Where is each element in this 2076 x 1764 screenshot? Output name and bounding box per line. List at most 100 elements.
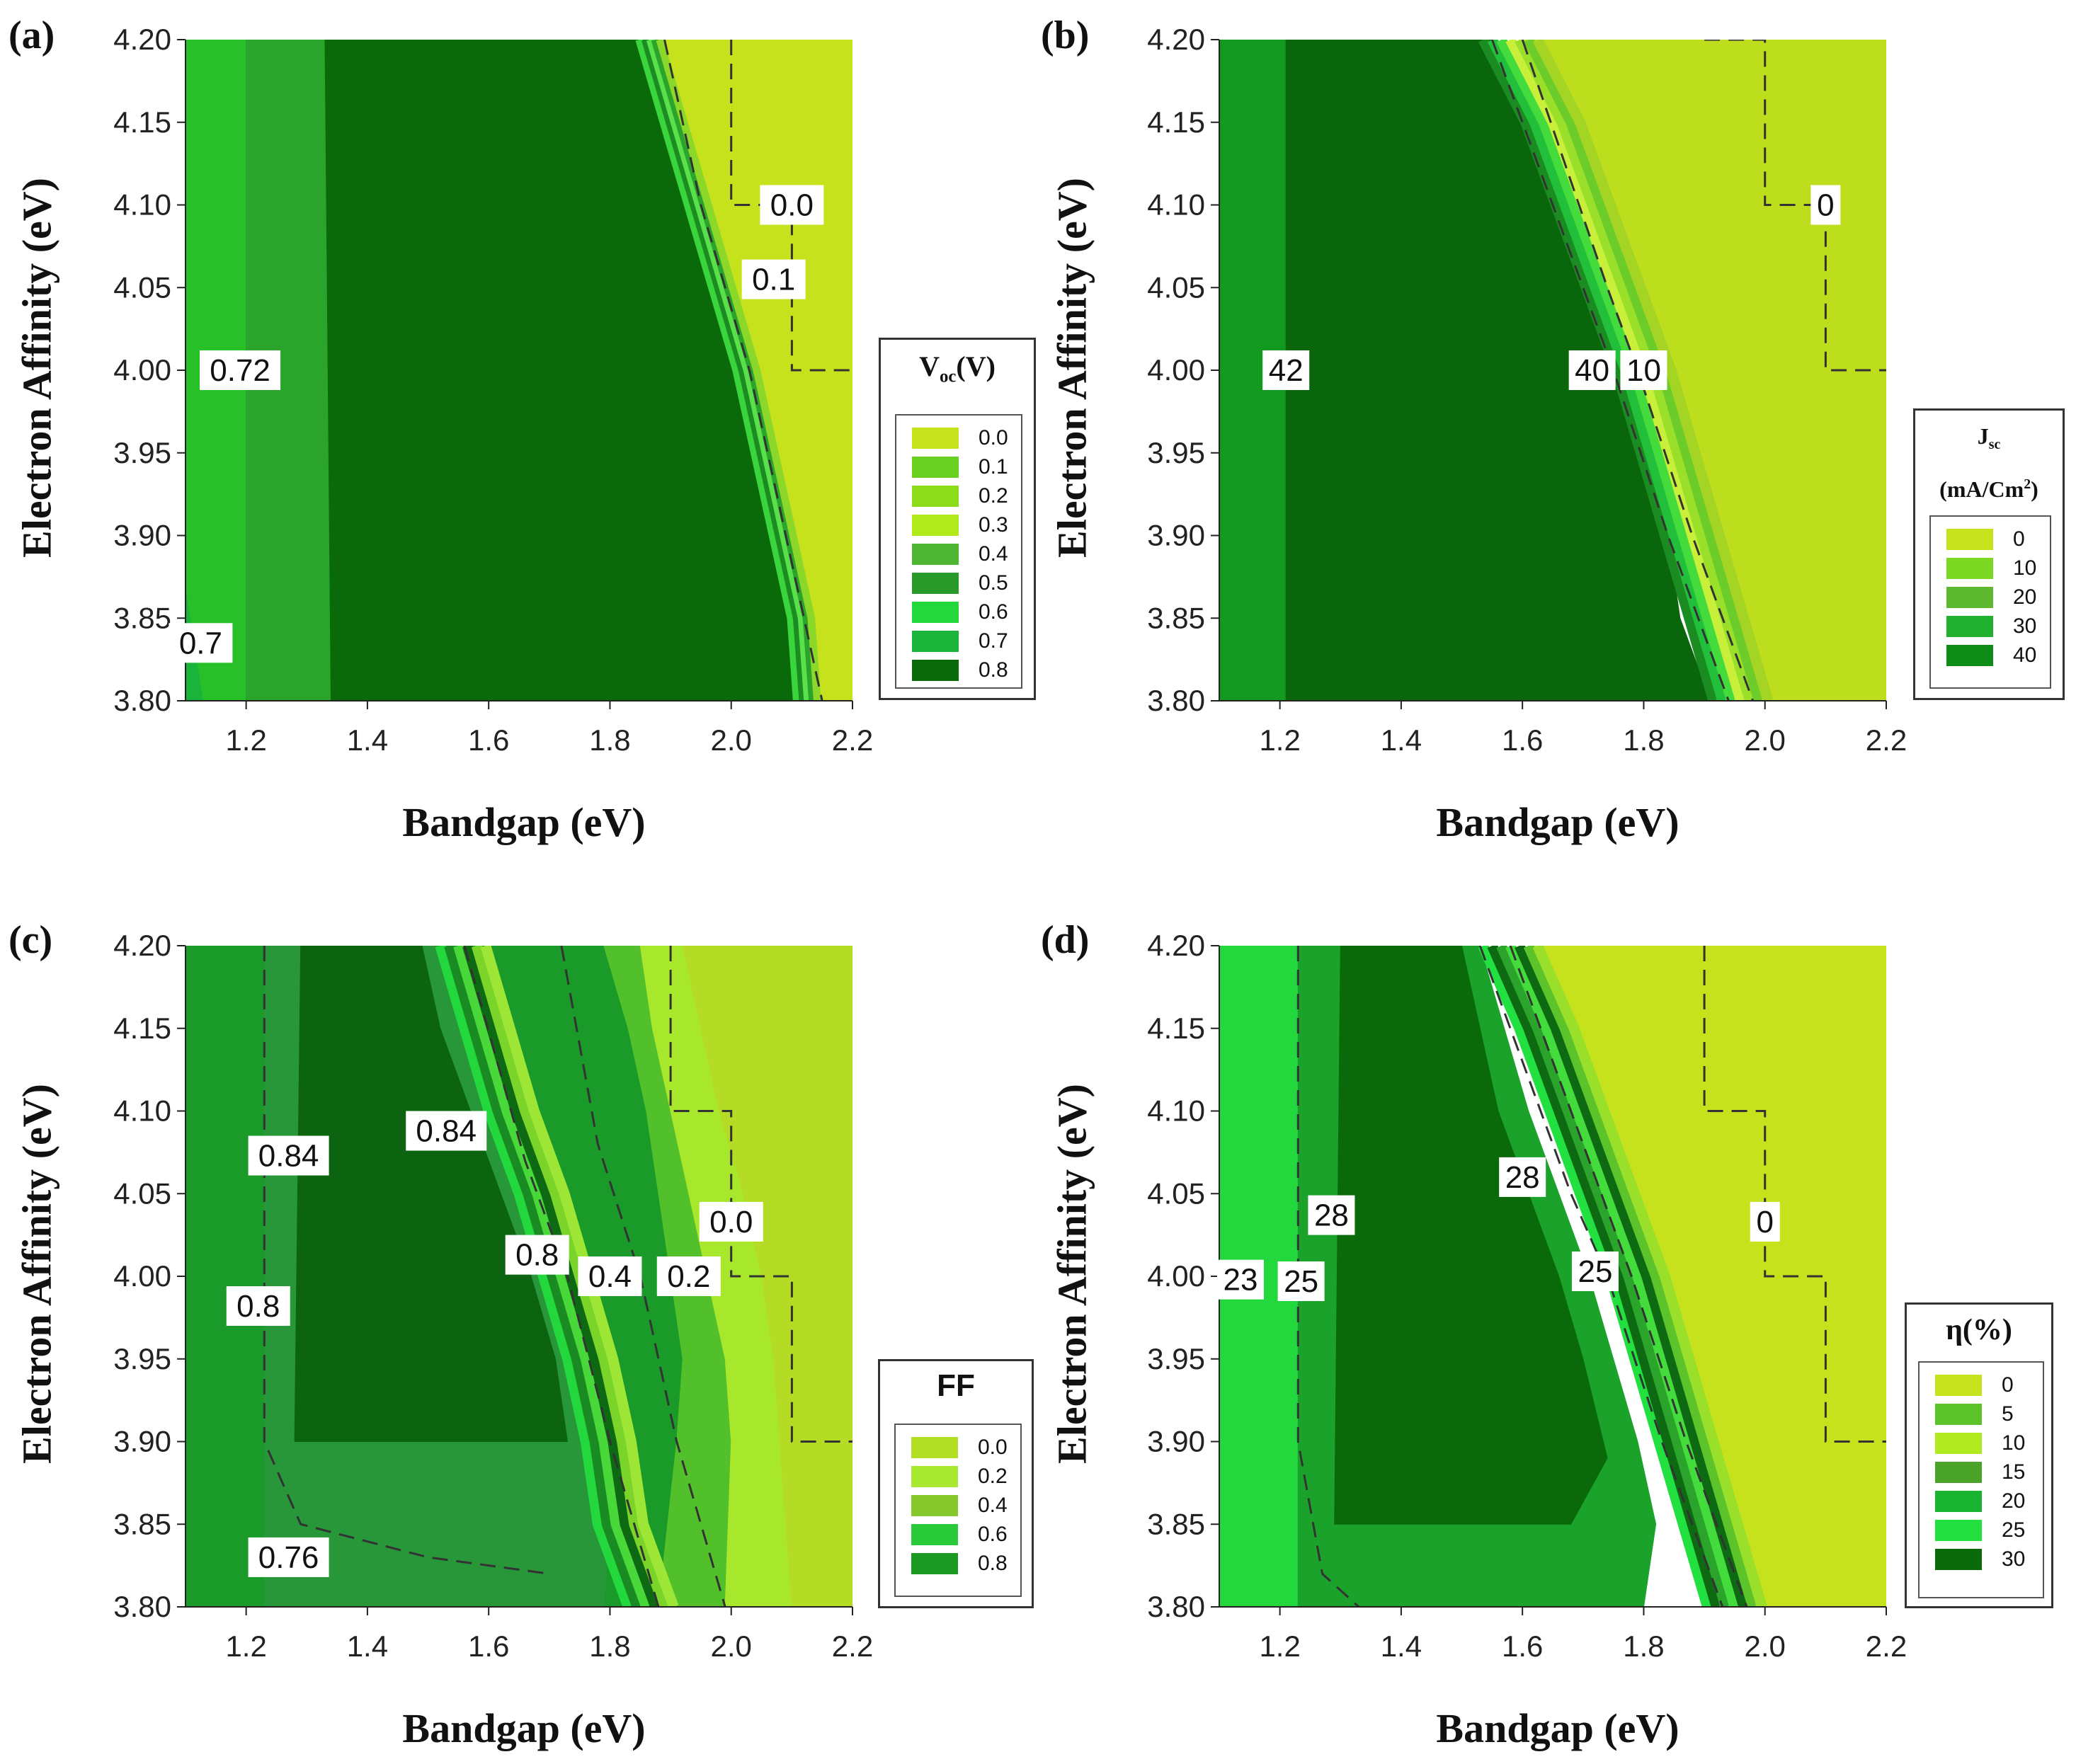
contour-label-box-b-1 (1568, 350, 1616, 390)
contour-label-box-a-3 (741, 259, 806, 299)
colorbar-swatch-a-6 (912, 602, 959, 623)
contour-label-box-c-5 (656, 1256, 721, 1296)
colorbar-swatch-b-3 (1946, 616, 1993, 637)
contour-label-c-2: 0.8 (236, 1289, 280, 1324)
y-tick-label-a-7: 4.15 (113, 105, 171, 139)
contour-label-box-c-6 (699, 1201, 763, 1242)
colorbar-swatch-d-4 (1935, 1491, 1982, 1512)
y-tick-label-a-8: 4.20 (113, 23, 171, 56)
contour-region-ff-0.84 (294, 946, 569, 1442)
contour-label-b-0: 42 (1269, 353, 1304, 388)
plot-area-a (186, 40, 852, 701)
panel-b-colorbar-title: Jsc (mA/Cm2) (1915, 416, 2063, 509)
colorbar-item-d-1: 5 (1935, 1400, 2014, 1428)
contour-label-box-a-2 (760, 185, 824, 225)
contour-band-c-2 (453, 946, 651, 1607)
y-tick-label-c-1: 3.85 (113, 1507, 171, 1540)
colorbar-item-b-0: 0 (1946, 525, 2025, 554)
colorbar-item-d-2: 10 (1935, 1429, 2025, 1457)
contour-band-c-0 (435, 946, 634, 1607)
contour-band-d-5 (1523, 946, 1758, 1607)
y-tick-label-d-2: 3.90 (1147, 1425, 1205, 1458)
x-tick-label-d-0: 1.2 (1259, 1630, 1300, 1663)
eta-title: η(%) (1946, 1314, 2012, 1346)
x-tick-label-b-0: 1.2 (1259, 723, 1300, 757)
plot-area-b (1219, 40, 1886, 701)
contour-labels-a: 0.72 0.7 0.0 0.1 (169, 185, 824, 663)
colorbar-label-c-0: 0.0 (978, 1436, 1008, 1459)
colorbar-item-a-2: 0.2 (912, 482, 1008, 510)
y-tick-label-c-2: 3.90 (113, 1425, 171, 1458)
contour-label-box-b-3 (1810, 185, 1841, 225)
colorbar-swatch-c-4 (911, 1553, 958, 1574)
colorbar-swatch-b-2 (1946, 587, 1993, 608)
colorbar-label-a-0: 0.0 (979, 426, 1008, 449)
y-tick-label-c-0: 3.80 (113, 1590, 171, 1623)
colorbar-item-b-1: 10 (1946, 554, 2036, 583)
y-tick-label-d-3: 3.95 (1147, 1342, 1205, 1375)
panel-b-plot: 1.2 1.4 1.6 1.8 2.0 2.2 3.80 3.85 3.90 3.95 4.00 4.… (1034, 0, 1912, 779)
y-tick-label-b-6: 4.10 (1147, 188, 1205, 222)
jsc-title-sup: 2 (2024, 476, 2031, 492)
y-tick-label-d-4: 4.00 (1147, 1259, 1205, 1293)
contour-label-c-3: 0.8 (515, 1238, 559, 1273)
x-tick-label-c-5: 2.2 (832, 1630, 873, 1663)
contour-label-c-5: 0.2 (667, 1259, 710, 1294)
contour-label-box-c-0 (248, 1135, 329, 1176)
contour-label-box-d-0 (1216, 1259, 1264, 1300)
colorbar-swatch-d-5 (1935, 1520, 1982, 1541)
axes-a: 1.2 1.4 1.6 1.8 2.0 2.2 3.80 3.85 3.90 3.95 4.00 4.… (113, 23, 873, 757)
colorbar-swatch-d-6 (1935, 1549, 1982, 1570)
colorbar-label-b-1: 10 (2013, 556, 2037, 580)
y-tick-label-d-7: 4.15 (1147, 1012, 1205, 1045)
colorbar-label-d-6: 30 (2002, 1547, 2026, 1571)
panel-c-colorbar-box: 0.0 0.2 0.4 0.6 0.8 (894, 1424, 1022, 1597)
jsc-title-main: J (1977, 423, 1989, 449)
contour-label-box-d-5 (1750, 1201, 1780, 1242)
y-tick-label-b-2: 3.90 (1147, 519, 1205, 552)
colorbar-swatch-b-1 (1946, 558, 1993, 579)
x-tick-label-d-1: 1.4 (1381, 1630, 1422, 1663)
x-tick-label-d-3: 1.8 (1623, 1630, 1664, 1663)
contour-line-d-2 (1509, 946, 1748, 1607)
contour-label-box-b-2 (1620, 350, 1667, 390)
x-tick-label-c-3: 1.8 (589, 1630, 630, 1663)
contour-label-d-2: 28 (1314, 1198, 1349, 1233)
colorbar-item-a-0: 0.0 (912, 424, 1008, 452)
colorbar-swatch-d-1 (1935, 1404, 1982, 1425)
contour-band-c-3 (462, 946, 661, 1607)
contour-label-a-3: 0.1 (752, 263, 795, 297)
contour-band-a-0 (635, 40, 801, 701)
colorbar-label-b-3: 30 (2013, 614, 2037, 638)
contour-label-b-2: 10 (1626, 353, 1661, 388)
contour-region-jsc-40 (1219, 40, 1287, 701)
colorbar-label-b-4: 40 (2013, 643, 2037, 667)
colorbar-item-d-6: 30 (1935, 1545, 2025, 1574)
contour-label-d-1: 25 (1284, 1264, 1318, 1299)
y-tick-label-c-6: 4.10 (113, 1094, 171, 1128)
y-tick-label-c-8: 4.20 (113, 929, 171, 962)
y-tick-label-a-3: 3.95 (113, 436, 171, 469)
y-tick-label-b-5: 4.05 (1147, 270, 1205, 304)
x-tick-label-c-4: 2.0 (711, 1630, 752, 1663)
colorbar-swatch-c-0 (911, 1437, 958, 1458)
contour-label-box-d-4 (1571, 1251, 1619, 1291)
contour-label-d-4: 25 (1578, 1254, 1612, 1289)
y-tick-label-c-7: 4.15 (113, 1012, 171, 1045)
jsc-title-end: ) (2031, 476, 2038, 502)
contour-line-c-1 (463, 946, 660, 1607)
panel-c-colorbar: FF 0.0 0.2 0.4 0.6 0.8 (878, 1359, 1034, 1608)
contour-label-c-0: 0.84 (258, 1139, 319, 1174)
colorbar-item-a-1: 0.1 (912, 453, 1008, 481)
colorbar-label-d-0: 0 (2002, 1373, 2014, 1397)
colorbar-item-a-7: 0.7 (912, 627, 1008, 655)
panel-c-plot: 1.2 1.4 1.6 1.8 2.0 2.2 3.80 3.85 3.90 3.95 4.00 4.… (0, 906, 878, 1685)
contour-label-c-4: 0.4 (588, 1259, 632, 1294)
colorbar-swatch-b-4 (1946, 645, 1993, 666)
contour-band-a-2 (646, 40, 811, 701)
x-tick-label-d-2: 1.6 (1502, 1630, 1543, 1663)
x-tick-label-b-4: 2.0 (1745, 723, 1786, 757)
y-tick-label-b-0: 3.80 (1147, 684, 1205, 717)
y-tick-label-d-5: 4.05 (1147, 1176, 1205, 1210)
y-tick-label-c-3: 3.95 (113, 1342, 171, 1375)
